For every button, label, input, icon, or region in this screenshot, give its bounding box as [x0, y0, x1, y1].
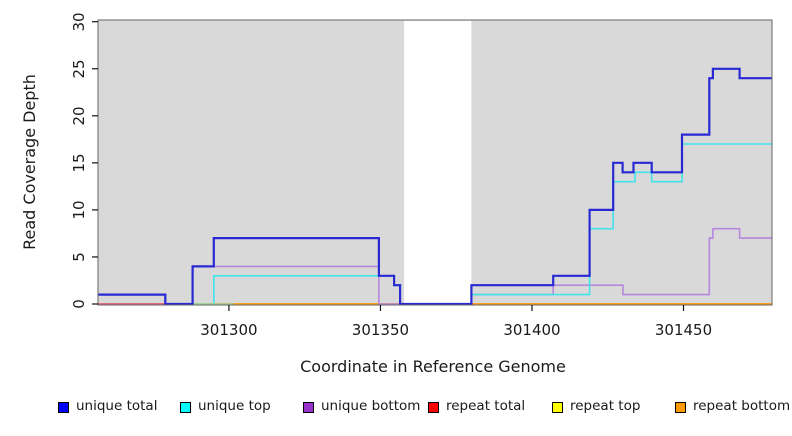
x-tick-label: 301450 — [654, 321, 713, 339]
legend: unique total unique top unique bottom re… — [0, 396, 792, 422]
y-tick-label: 5 — [70, 252, 88, 262]
legend-swatch — [428, 402, 439, 413]
series-unique-top — [98, 143, 772, 305]
legend-swatch — [303, 402, 314, 413]
x-tick-label: 301350 — [351, 321, 410, 339]
y-axis-title: Read Coverage Depth — [20, 74, 39, 250]
legend-swatch — [675, 402, 686, 413]
legend-label: repeat top — [570, 398, 641, 414]
y-tick-label: 20 — [70, 106, 88, 126]
legend-swatch — [58, 402, 69, 413]
x-tick-label: 301400 — [503, 321, 561, 339]
legend-label: unique bottom — [321, 398, 421, 414]
series-unique-total — [98, 67, 772, 306]
y-tick-label: 10 — [70, 200, 88, 220]
legend-label: repeat total — [446, 398, 526, 414]
legend-label: unique total — [76, 398, 158, 414]
legend-label: unique top — [198, 398, 271, 414]
legend-label: repeat bottom — [693, 398, 791, 414]
y-tick-label: 15 — [70, 153, 88, 173]
legend-swatch — [180, 402, 191, 413]
series-unique-bottom — [98, 227, 772, 305]
y-tick-label: 0 — [70, 299, 88, 309]
y-tick-label: 30 — [70, 12, 88, 32]
x-axis-title: Coordinate in Reference Genome — [300, 357, 566, 376]
y-tick-label: 25 — [70, 59, 88, 79]
x-tick-label: 301300 — [200, 321, 258, 339]
legend-swatch — [552, 402, 563, 413]
